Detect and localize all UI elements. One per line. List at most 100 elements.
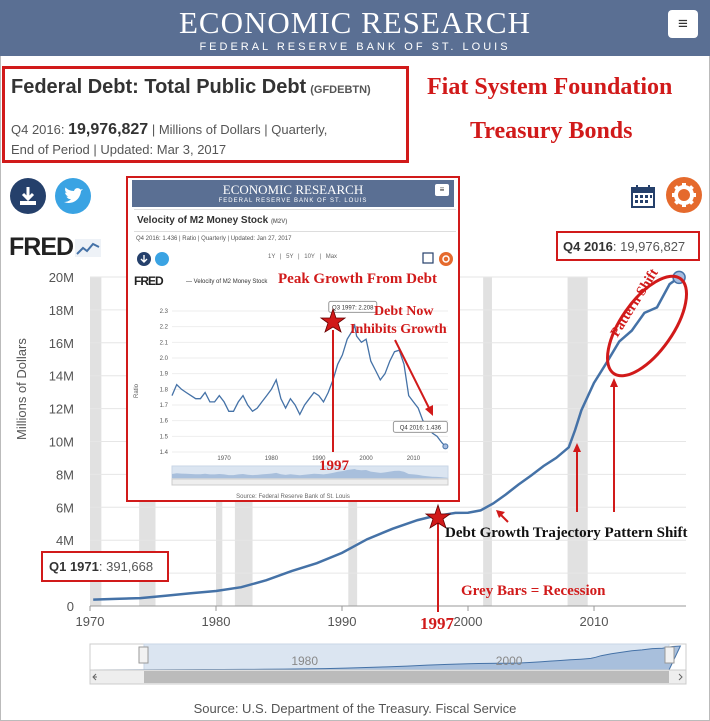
inset-gear-glyph bbox=[442, 255, 450, 263]
last-point-marker bbox=[672, 270, 686, 285]
inset-scrollbar bbox=[171, 478, 449, 486]
y-tick-label: 12M bbox=[49, 402, 74, 417]
annotation-fiat: Fiat System Foundation bbox=[427, 74, 673, 100]
calendar-icon[interactable] bbox=[630, 183, 656, 209]
inset-legend: — Velocity of M2 Money Stock bbox=[186, 279, 268, 285]
y-tick-label: 8M bbox=[56, 467, 74, 482]
series-meta-line2: End of Period | Updated: Mar 3, 2017 bbox=[11, 142, 227, 157]
navigator-handle-left bbox=[138, 646, 149, 664]
inset-source: Source: Federal Reserve Bank of St. Loui… bbox=[236, 494, 350, 500]
inset-x-tick-labels: 1970 1980 1990 2000 2010 bbox=[217, 456, 420, 462]
annotation-peak-growth: Peak Growth From Debt bbox=[278, 271, 438, 287]
annotation-treasury: Treasury Bonds bbox=[470, 118, 633, 144]
x-tick-label: 1970 bbox=[76, 614, 105, 629]
inset-x-tick-label: 2010 bbox=[407, 456, 421, 462]
download-icon[interactable] bbox=[10, 178, 46, 214]
inset-last-callout-text: Q4 2016: 1.436 bbox=[400, 425, 442, 431]
inset-y-tick-label: 1.4 bbox=[160, 450, 169, 456]
inset-x-tick-label: 1990 bbox=[312, 456, 326, 462]
fred-logo-text: FRED bbox=[9, 233, 74, 261]
y-axis-label: Millions of Dollars bbox=[14, 338, 29, 440]
navigator-series-area bbox=[89, 645, 682, 671]
y-tick-label: 4M bbox=[56, 533, 74, 548]
inset-last-callout-box bbox=[392, 420, 448, 433]
inset-y-tick-label: 2.0 bbox=[160, 356, 169, 362]
inset-fred-logo: FRED bbox=[134, 274, 164, 288]
inset-last-point bbox=[442, 443, 449, 450]
inset-y-tick-label: 2.3 bbox=[160, 309, 169, 315]
annotation-1997-main: 1997 bbox=[420, 614, 454, 633]
y-tick-label: 14M bbox=[49, 369, 74, 384]
inset-y-tick-label: 1.5 bbox=[160, 434, 169, 440]
inset-twitter-icon[interactable] bbox=[155, 252, 169, 266]
inset-x-tick-label: 1980 bbox=[265, 456, 279, 462]
annotation-grey-bars: Grey Bars = Recession bbox=[461, 583, 606, 599]
latest-value: 19,976,827 bbox=[68, 121, 149, 138]
y-tick-label: 20M bbox=[49, 270, 74, 285]
inset-menu-icon[interactable]: ≡ bbox=[435, 184, 449, 196]
series-title: Federal Debt: Total Public Debt (GFDEBTN) bbox=[11, 76, 371, 99]
twitter-icon[interactable] bbox=[55, 178, 91, 214]
x-tick-label: 1990 bbox=[328, 614, 357, 629]
inset-banner: ECONOMIC RESEARCH FEDERAL RESERVE BANK O… bbox=[132, 180, 454, 207]
last-value-callout: Q4 2016: 19,976,827 bbox=[556, 231, 700, 261]
x-tick-label: 1980 bbox=[202, 614, 231, 629]
chart-source: Source: U.S. Department of the Treasury.… bbox=[193, 701, 517, 716]
y-tick-labels: 02M4M6M8M10M12M14M16M18M20M bbox=[49, 270, 74, 614]
inset-y-tick-label: 2.2 bbox=[160, 325, 169, 331]
y-tick-label: 6M bbox=[56, 500, 74, 515]
annotation-debt-now: Debt Now bbox=[374, 304, 434, 319]
gear-icon[interactable] bbox=[666, 177, 702, 213]
annotation-inhibits-growth: Inhibits Growth bbox=[350, 322, 447, 337]
menu-icon[interactable]: ≡ bbox=[668, 10, 698, 38]
scroll-left-arrow bbox=[92, 673, 97, 681]
latest-label: Q4 2016: bbox=[11, 122, 65, 137]
x-tick-label: 2010 bbox=[580, 614, 609, 629]
inset-navigator-area bbox=[172, 469, 448, 478]
fred-logo: FRED bbox=[9, 233, 102, 262]
first-value-label: Q1 1971 bbox=[49, 559, 99, 574]
inset-series-title: Velocity of M2 Money Stock (M2V) bbox=[134, 209, 456, 232]
inset-y-tick-label: 1.8 bbox=[160, 387, 169, 393]
inset-y-tick-label: 2.1 bbox=[160, 340, 169, 346]
inset-legend-label: Velocity of M2 Money Stock bbox=[193, 279, 268, 285]
annotation-1997-inset: 1997 bbox=[319, 458, 349, 474]
navigator-handle-right bbox=[664, 646, 675, 664]
inset-y-tick-labels: 1.4 1.5 1.6 1.7 1.8 1.9 2.0 2.1 2.2 2.3 bbox=[160, 309, 169, 456]
inset-x-tick-label: 2000 bbox=[359, 456, 373, 462]
last-value-label: Q4 2016 bbox=[563, 239, 613, 254]
inset-range-buttons[interactable]: 1Y | 5Y | 10Y | Max bbox=[268, 254, 338, 260]
inset-meta: Q4 2016: 1.436 | Ratio | Quarterly | Upd… bbox=[136, 236, 292, 242]
series-name: Federal Debt: Total Public Debt bbox=[11, 76, 307, 98]
y-tick-label: 18M bbox=[49, 303, 74, 318]
series-title-box: Federal Debt: Total Public Debt (GFDEBTN)… bbox=[2, 66, 409, 163]
inset-download-glyph bbox=[140, 255, 148, 263]
y-tick-label: 10M bbox=[49, 435, 74, 450]
inset-series-code: (M2V) bbox=[270, 219, 288, 225]
inset-calendar-icon[interactable] bbox=[422, 252, 434, 264]
header-banner: ECONOMIC RESEARCH FEDERAL RESERVE BANK O… bbox=[0, 0, 710, 56]
y-tick-label: 0 bbox=[67, 599, 74, 614]
annotation-debt-growth: Debt Growth Trajectory Pattern Shift bbox=[445, 525, 688, 541]
inset-header-subtitle: FEDERAL RESERVE BANK OF ST. LOUIS bbox=[218, 198, 368, 204]
header-subtitle: FEDERAL RESERVE BANK OF ST. LOUIS bbox=[199, 41, 511, 53]
y-tick-label: 16M bbox=[49, 336, 74, 351]
inset-x-tick-label: 1970 bbox=[217, 456, 231, 462]
inset-y-tick-label: 1.9 bbox=[160, 372, 169, 378]
inset-title-text: Velocity of M2 Money Stock bbox=[137, 215, 269, 226]
scroll-right-arrow bbox=[678, 673, 683, 681]
inset-gear-icon[interactable] bbox=[439, 252, 453, 266]
inset-y-axis-label: Ratio bbox=[134, 383, 140, 398]
x-tick-label: 2000 bbox=[454, 614, 483, 629]
header-title: ECONOMIC RESEARCH bbox=[178, 5, 531, 40]
navigator-tick-label: 2000 bbox=[496, 654, 523, 668]
first-value-number: : 391,668 bbox=[98, 559, 154, 574]
m2-velocity-inset: ECONOMIC RESEARCH FEDERAL RESERVE BANK O… bbox=[126, 176, 460, 502]
inset-header-title: ECONOMIC RESEARCH bbox=[222, 182, 364, 197]
series-meta-line1: Q4 2016: 19,976,827 | Millions of Dollar… bbox=[11, 121, 327, 139]
meta-line1-text: | Millions of Dollars | Quarterly, bbox=[151, 122, 328, 137]
navigator[interactable]: 1980 2000 bbox=[89, 643, 687, 685]
series-code: (GFDEBTN) bbox=[310, 84, 371, 96]
inset-y-tick-label: 1.6 bbox=[160, 419, 169, 425]
inset-navigator[interactable] bbox=[171, 465, 449, 486]
